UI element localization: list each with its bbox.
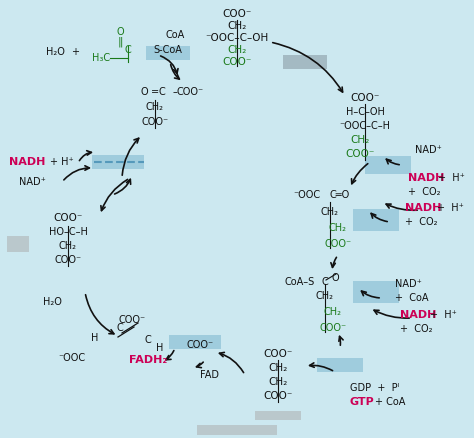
Text: ⁻OOC–C–H: ⁻OOC–C–H <box>339 121 391 131</box>
Text: COO⁻: COO⁻ <box>222 57 252 67</box>
Bar <box>283 55 327 69</box>
Text: C: C <box>322 277 328 287</box>
Bar <box>255 410 301 420</box>
Text: GDP  +  Pᴵ: GDP + Pᴵ <box>350 383 400 393</box>
Text: O: O <box>140 87 148 97</box>
Text: CH₂: CH₂ <box>146 102 164 112</box>
Text: +  H⁺: + H⁺ <box>437 203 464 213</box>
Text: NAD⁺: NAD⁺ <box>395 279 422 289</box>
Text: CH₂: CH₂ <box>329 223 347 233</box>
Text: COO⁻: COO⁻ <box>346 149 374 159</box>
Text: CH₂: CH₂ <box>324 307 342 317</box>
Text: C: C <box>117 323 123 333</box>
Text: GTP: GTP <box>350 397 375 407</box>
Text: H₃C: H₃C <box>92 53 110 63</box>
Text: +  CO₂: + CO₂ <box>400 324 432 334</box>
Bar <box>353 281 399 303</box>
Text: NAD⁺: NAD⁺ <box>415 145 442 155</box>
Bar <box>7 236 29 252</box>
Text: + H⁺: + H⁺ <box>50 157 74 167</box>
Text: COO⁻: COO⁻ <box>55 255 82 265</box>
Text: –: – <box>173 87 177 97</box>
Text: C═O: C═O <box>330 190 350 200</box>
Bar <box>146 46 190 60</box>
Text: H₂O: H₂O <box>43 297 62 307</box>
Text: +: + <box>71 47 79 57</box>
Text: =: = <box>151 87 159 97</box>
Text: H: H <box>91 333 99 343</box>
Text: CH₂: CH₂ <box>268 363 288 373</box>
Text: ⁻OOC: ⁻OOC <box>58 353 85 363</box>
Bar <box>197 425 277 435</box>
Text: FAD: FAD <box>201 370 219 380</box>
Text: NADH: NADH <box>405 203 441 213</box>
Text: NADH: NADH <box>408 173 444 183</box>
Text: ⁻OOC–C–OH: ⁻OOC–C–OH <box>205 33 269 43</box>
Bar <box>169 335 221 349</box>
Text: CH₂: CH₂ <box>350 135 370 145</box>
Text: H: H <box>156 343 164 353</box>
Text: NADH: NADH <box>400 310 437 320</box>
Text: HO–C–H: HO–C–H <box>48 227 87 237</box>
Text: NADH: NADH <box>9 157 45 167</box>
Text: CH₂: CH₂ <box>268 377 288 387</box>
Text: +  CO₂: + CO₂ <box>408 187 440 197</box>
Text: +  CoA: + CoA <box>395 293 428 303</box>
Text: CoA–S: CoA–S <box>285 277 315 287</box>
Text: COO⁻: COO⁻ <box>176 87 203 97</box>
Text: COO⁻: COO⁻ <box>141 117 169 127</box>
Text: H–C–OH: H–C–OH <box>346 107 384 117</box>
Text: CoA: CoA <box>165 30 185 40</box>
Text: +  H⁺: + H⁺ <box>430 310 457 320</box>
Text: COO⁻: COO⁻ <box>264 349 292 359</box>
Text: COO⁻: COO⁻ <box>53 213 82 223</box>
Bar <box>283 55 327 69</box>
Text: COO⁻: COO⁻ <box>222 9 252 19</box>
Text: COO⁻: COO⁻ <box>350 93 380 103</box>
Text: C: C <box>125 45 131 55</box>
Text: O: O <box>116 27 124 37</box>
Text: COO⁻: COO⁻ <box>186 340 214 350</box>
Text: CH₂: CH₂ <box>321 207 339 217</box>
Text: +  CO₂: + CO₂ <box>405 217 438 227</box>
Text: +  H⁺: + H⁺ <box>438 173 465 183</box>
Text: C: C <box>145 335 151 345</box>
Text: CH₂: CH₂ <box>228 21 246 31</box>
Text: H₂O: H₂O <box>46 47 64 57</box>
Bar <box>317 358 363 372</box>
Text: ⁻OOC: ⁻OOC <box>293 190 320 200</box>
Text: O: O <box>331 273 339 283</box>
Text: ‖: ‖ <box>117 37 123 47</box>
Text: COO⁻: COO⁻ <box>319 323 346 333</box>
Text: FADH₂: FADH₂ <box>129 355 167 365</box>
Text: NAD⁺: NAD⁺ <box>18 177 46 187</box>
Text: CH₂: CH₂ <box>316 291 334 301</box>
Text: C: C <box>159 87 165 97</box>
Bar <box>92 155 144 169</box>
Text: COO⁻: COO⁻ <box>324 239 352 249</box>
Text: COO⁻: COO⁻ <box>264 391 292 401</box>
Text: S-CoA: S-CoA <box>154 45 182 55</box>
Text: + CoA: + CoA <box>375 397 405 407</box>
Bar <box>353 209 399 231</box>
Bar <box>365 156 411 174</box>
Text: COO⁻: COO⁻ <box>118 315 146 325</box>
Text: CH₂: CH₂ <box>228 45 246 55</box>
Text: CH₂: CH₂ <box>59 241 77 251</box>
